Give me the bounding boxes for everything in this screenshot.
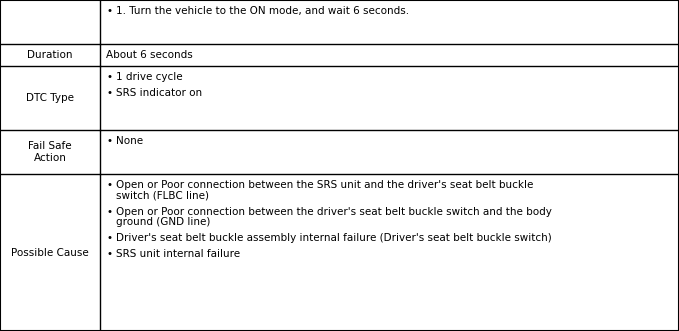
Text: •: • [106,6,112,16]
Text: •: • [106,233,112,243]
Text: About 6 seconds: About 6 seconds [106,50,193,60]
Text: •: • [106,88,112,98]
Text: Driver's seat belt buckle assembly internal failure (Driver's seat belt buckle s: Driver's seat belt buckle assembly inter… [116,233,552,243]
Text: •: • [106,180,112,190]
Text: •: • [106,136,112,146]
Text: SRS unit internal failure: SRS unit internal failure [116,249,240,259]
Text: 1 drive cycle: 1 drive cycle [116,72,183,82]
Text: ground (GND line): ground (GND line) [116,217,210,227]
Text: •: • [106,249,112,259]
Text: switch (FLBC line): switch (FLBC line) [116,191,209,201]
Text: Duration: Duration [27,50,73,60]
Text: SRS indicator on: SRS indicator on [116,88,202,98]
Text: •: • [106,207,112,216]
Text: Open or Poor connection between the SRS unit and the driver's seat belt buckle: Open or Poor connection between the SRS … [116,180,534,190]
Text: DTC Type: DTC Type [26,93,74,103]
Text: None: None [116,136,143,146]
Text: Possible Cause: Possible Cause [11,248,89,258]
Text: •: • [106,72,112,82]
Text: Fail Safe
Action: Fail Safe Action [29,141,72,163]
Text: Open or Poor connection between the driver's seat belt buckle switch and the bod: Open or Poor connection between the driv… [116,207,552,216]
Text: 1. Turn the vehicle to the ON mode, and wait 6 seconds.: 1. Turn the vehicle to the ON mode, and … [116,6,409,16]
